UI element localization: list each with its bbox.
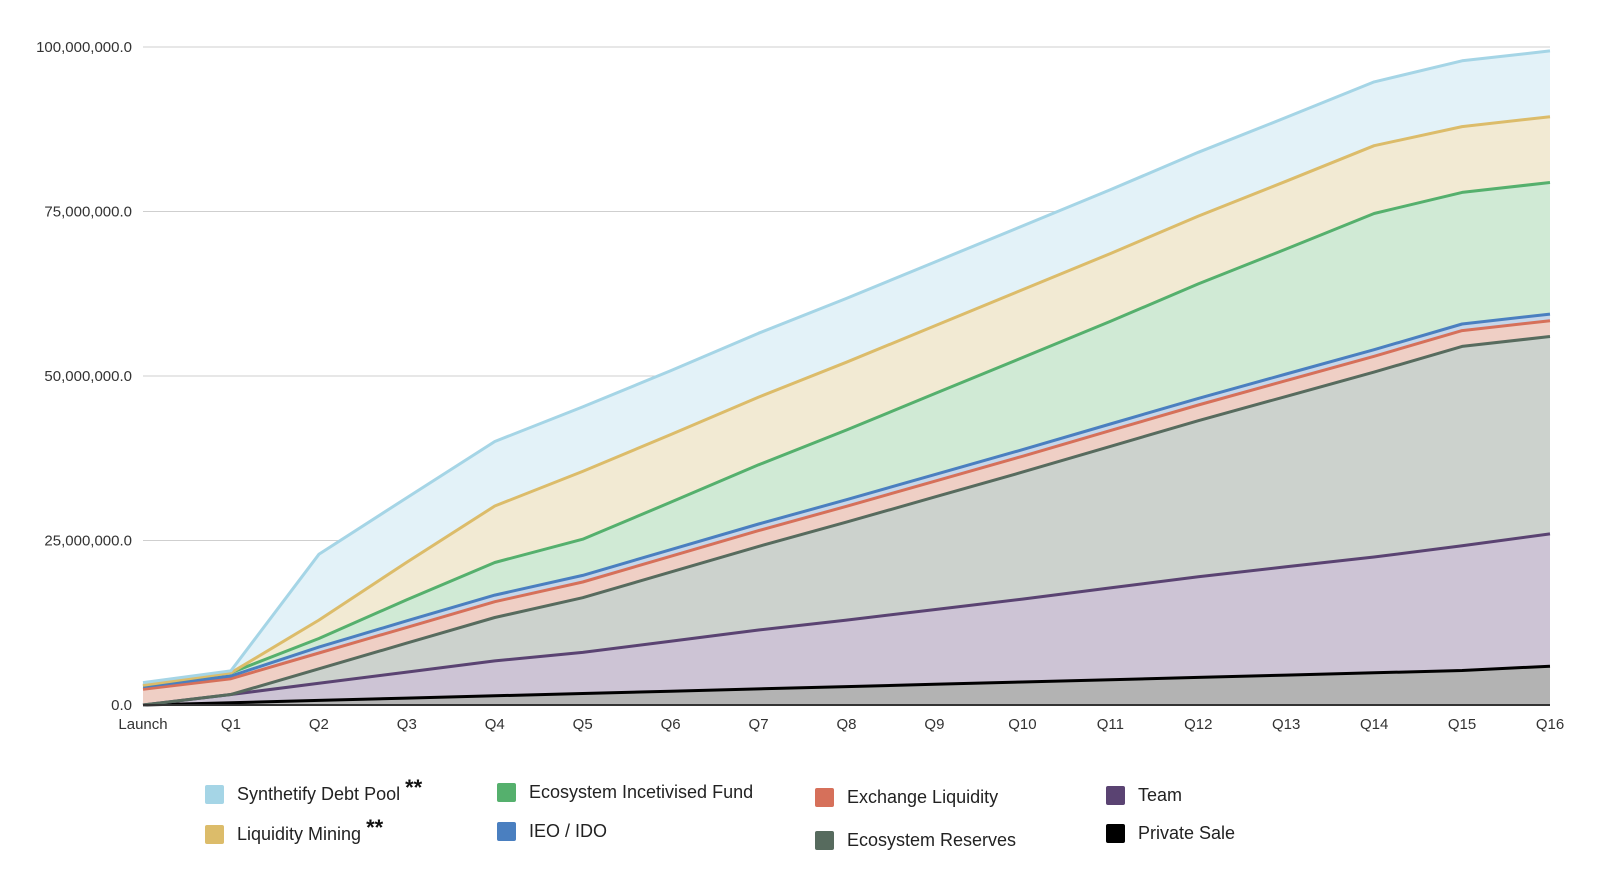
area-exchange-liquidity [143, 320, 1550, 705]
x-tick-label: Q5 [573, 716, 593, 733]
x-axis-ticks: Launch Q1 Q2 Q3 Q4 Q5 Q6 Q7 Q8 Q9 Q10 Q11 Q12 Q13 Q14 Q… [118, 716, 1564, 733]
area-ecosystem-incetivised-fund [143, 182, 1550, 687]
x-tick-label: Q9 [924, 716, 944, 733]
y-tick-label: 0.0 [111, 697, 132, 714]
y-tick-label: 100,000,000.0 [36, 39, 132, 56]
area-synthetify-debt-pool [143, 50, 1550, 686]
x-tick-label: Q14 [1360, 716, 1388, 733]
x-tick-label: Q7 [749, 716, 769, 733]
line-private-sale [142, 664, 1551, 707]
line-exchange-liquidity [142, 319, 1551, 691]
x-tick-label: Q12 [1184, 716, 1212, 733]
y-tick-label: 75,000,000.0 [44, 204, 132, 221]
x-tick-label: Q13 [1272, 716, 1300, 733]
area-ecosystem-reserves [143, 336, 1550, 705]
series-areas [143, 50, 1550, 705]
x-tick-label: Q16 [1536, 716, 1564, 733]
x-tick-label: Q10 [1008, 716, 1036, 733]
x-tick-label: Q6 [661, 716, 681, 733]
x-tick-label: Q11 [1097, 716, 1124, 733]
area-private-sale [143, 666, 1550, 705]
x-tick-label: Q1 [221, 716, 241, 733]
y-axis-ticks: 0.0 25,000,000.0 50,000,000.0 75,000,000.0 1… [36, 39, 132, 714]
x-tick-label: Q4 [485, 716, 505, 733]
x-tick-label: Q2 [309, 716, 329, 733]
line-ieo-ido [142, 312, 1551, 689]
x-tick-label: Q15 [1448, 716, 1476, 733]
line-synthetify-debt-pool [142, 49, 1551, 685]
line-liquidity-mining [142, 115, 1551, 687]
y-tick-label: 25,000,000.0 [44, 533, 132, 550]
x-tick-label: Launch [118, 716, 167, 733]
series-lines [142, 49, 1551, 707]
area-liquidity-mining [143, 116, 1550, 686]
y-tick-label: 50,000,000.0 [44, 368, 132, 385]
line-ecosystem-reserves [142, 335, 1551, 707]
x-tick-label: Q3 [397, 716, 417, 733]
line-ecosystem-incetivised-fund [142, 181, 1551, 687]
x-tick-label: Q8 [836, 716, 856, 733]
line-team [142, 532, 1551, 707]
